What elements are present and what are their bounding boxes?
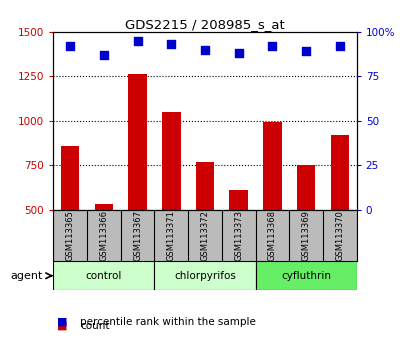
Bar [94,204,113,210]
Text: GSM113370: GSM113370 [335,210,344,261]
Point [168,41,174,47]
Text: GSM113372: GSM113372 [200,210,209,261]
Point [134,38,141,44]
Text: ■: ■ [57,317,68,327]
Point [235,50,241,56]
Text: GSM113366: GSM113366 [99,210,108,261]
Point [67,43,73,49]
Text: ■: ■ [57,321,68,331]
Text: GSM113367: GSM113367 [133,210,142,261]
Text: control: control [85,271,122,281]
Bar [128,74,146,210]
Bar [53,261,154,290]
Point [100,52,107,58]
Text: percentile rank within the sample: percentile rank within the sample [80,317,255,327]
Text: GSM113365: GSM113365 [65,210,74,261]
Bar [330,135,348,210]
Title: GDS2215 / 208985_s_at: GDS2215 / 208985_s_at [125,18,284,31]
Bar [263,121,281,210]
Text: chlorpyrifos: chlorpyrifos [174,271,235,281]
Text: cyfluthrin: cyfluthrin [281,271,330,281]
Point [201,47,208,52]
Text: GSM113373: GSM113373 [234,210,243,261]
Bar [229,190,247,210]
Text: GSM113368: GSM113368 [267,210,276,261]
Point [268,43,275,49]
Bar [162,112,180,210]
Bar [296,165,315,210]
Point [336,43,342,49]
Text: GSM113369: GSM113369 [301,210,310,261]
Bar [255,261,356,290]
Bar [195,161,214,210]
Text: GSM113371: GSM113371 [166,210,175,261]
Text: agent: agent [11,271,43,281]
Text: count: count [80,321,109,331]
Bar [61,145,79,210]
Point [302,48,309,54]
Bar [154,261,255,290]
